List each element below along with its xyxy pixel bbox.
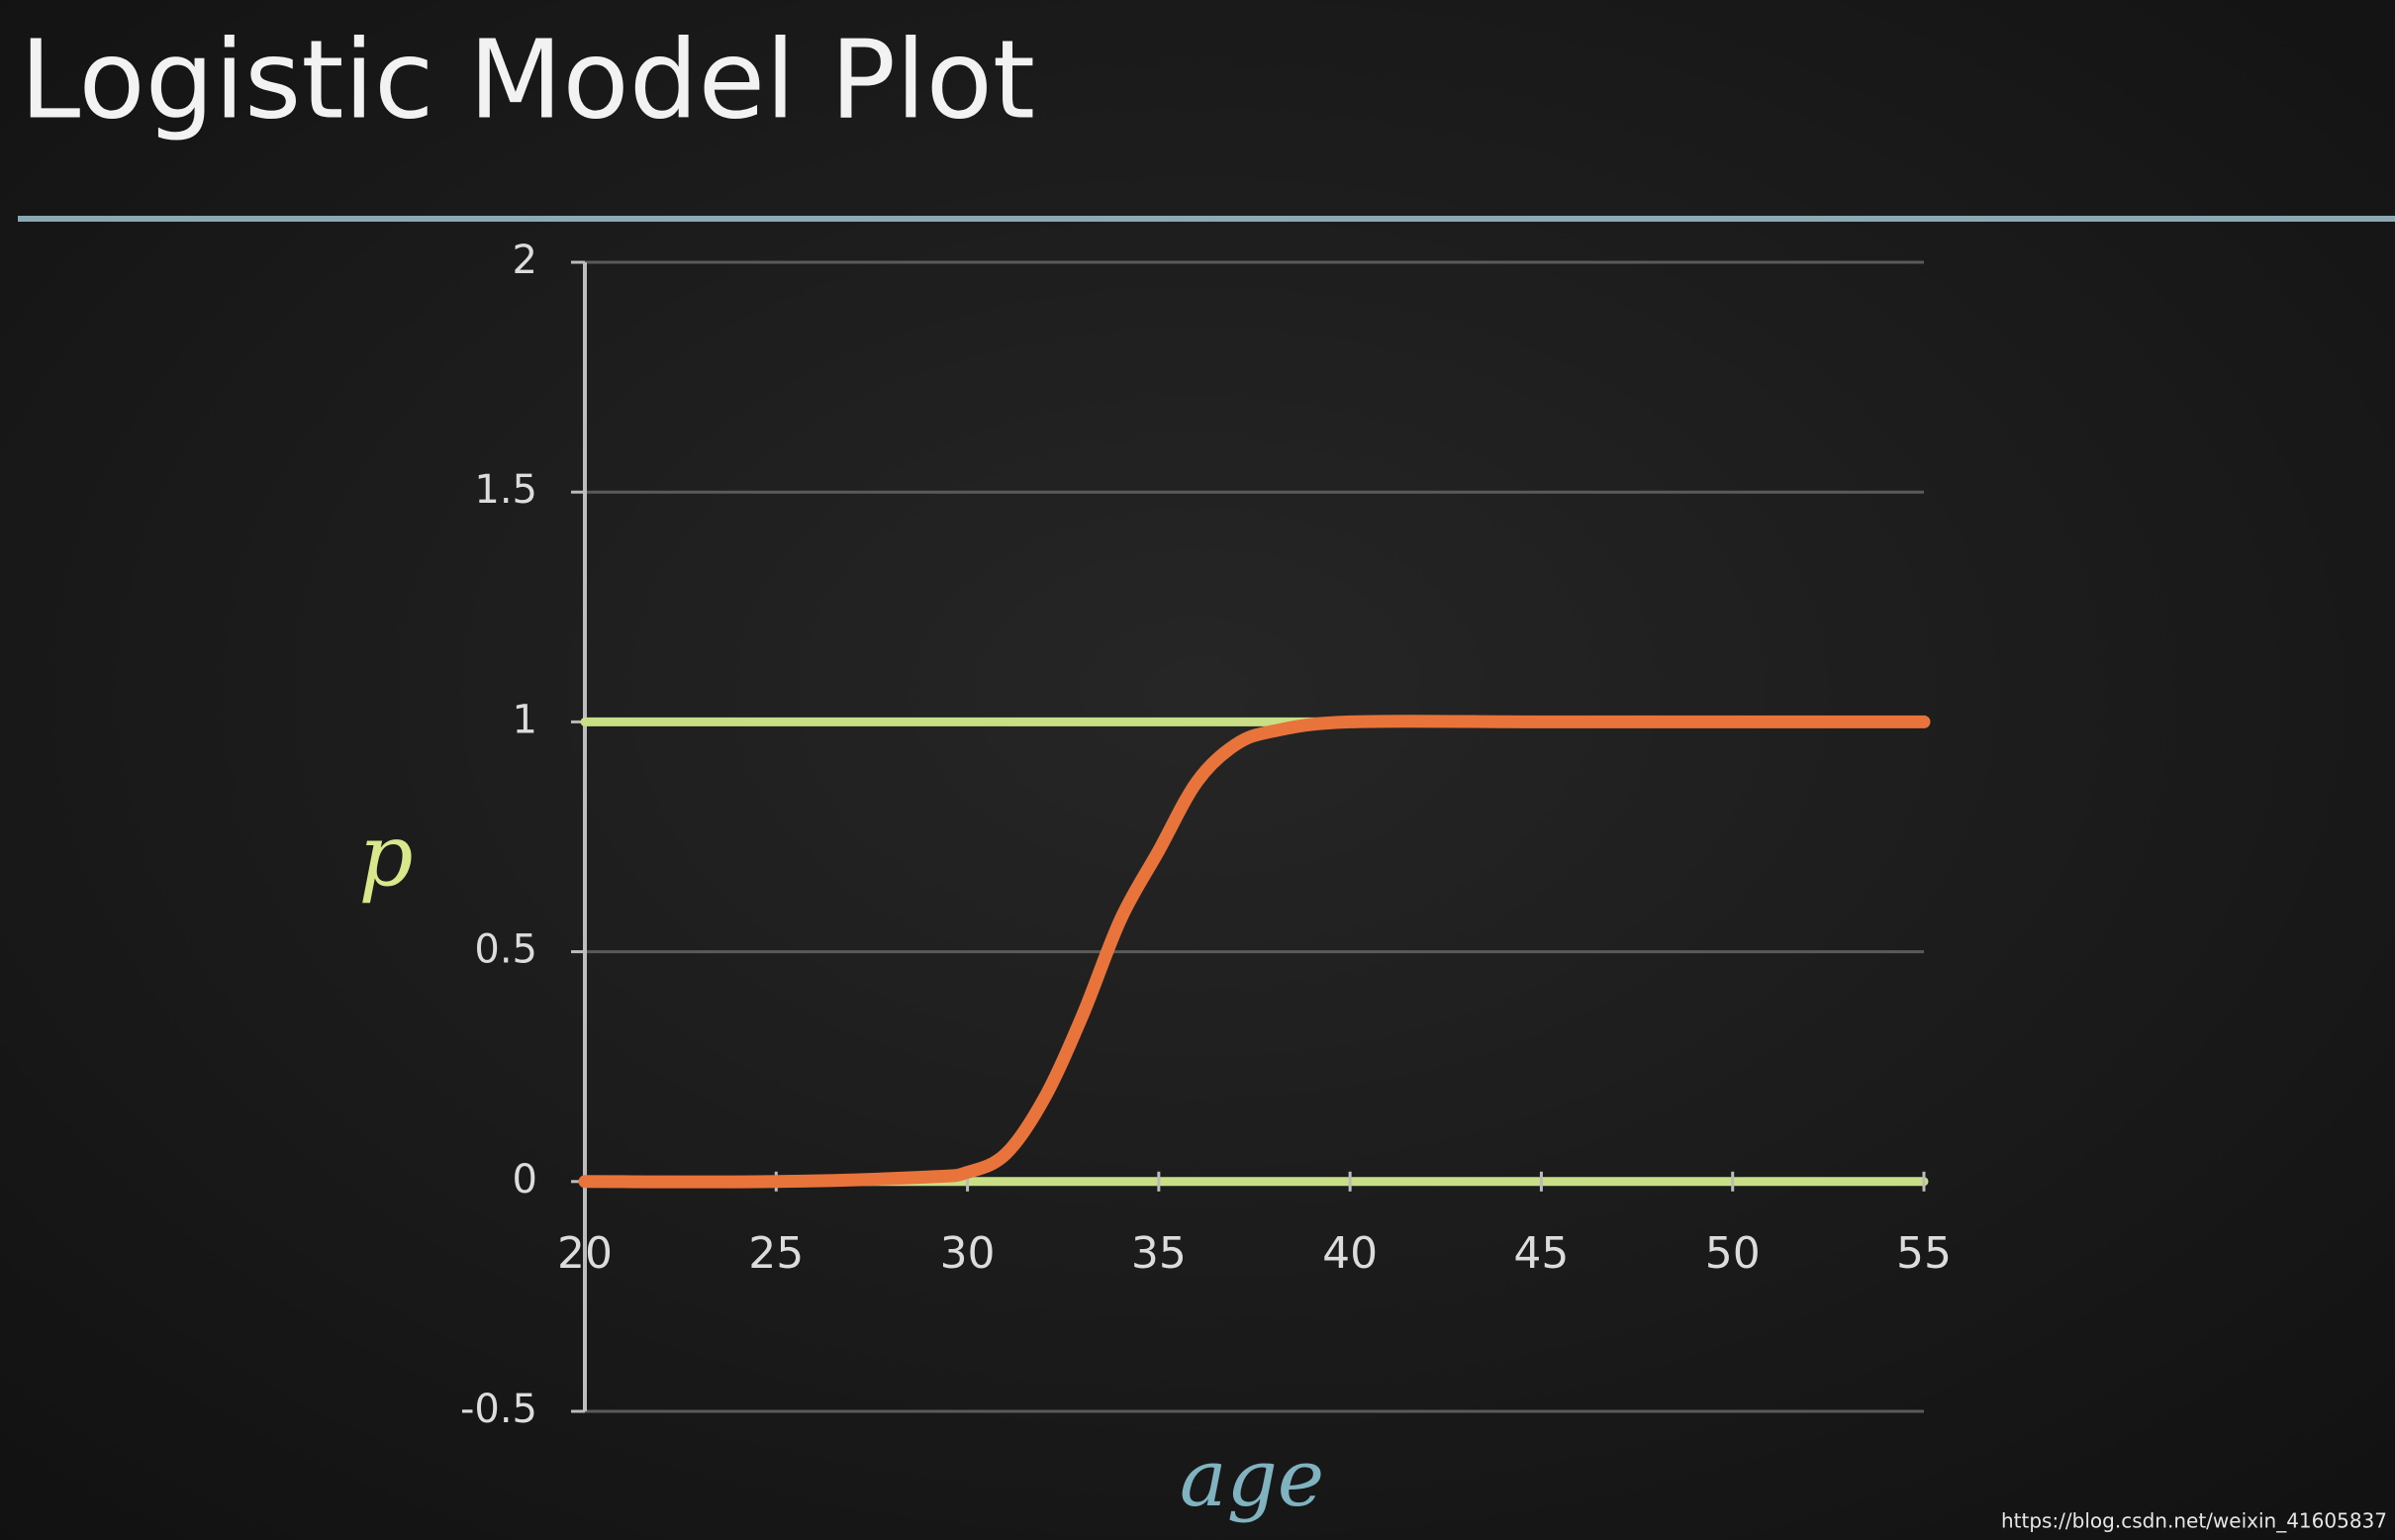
x-tick-label: 50: [1705, 1228, 1761, 1279]
x-tick-label: 45: [1513, 1228, 1569, 1279]
y-tick-label: 1.5: [474, 467, 537, 513]
y-tick-label: 2: [513, 238, 537, 283]
watermark: https://blog.csdn.net/weixin_41605837: [2001, 1509, 2387, 1533]
x-tick-label: 30: [940, 1228, 996, 1279]
chart-title: Logistic Model Plot: [20, 16, 1035, 143]
x-axis-label: age: [1180, 1432, 1324, 1524]
x-tick-label: 40: [1322, 1228, 1378, 1279]
y-tick-label: 1: [513, 697, 537, 742]
x-tick-label: 25: [748, 1228, 804, 1279]
x-tick-label: 20: [557, 1228, 613, 1279]
x-tick-label: 55: [1896, 1228, 1952, 1279]
y-tick-label: 0.5: [474, 927, 537, 973]
y-tick-label: 0: [513, 1157, 537, 1203]
x-tick-label: 35: [1131, 1228, 1187, 1279]
series-line: [578, 715, 1931, 1189]
y-tick-label: -0.5: [460, 1387, 537, 1432]
y-axis-label: p: [358, 808, 413, 907]
